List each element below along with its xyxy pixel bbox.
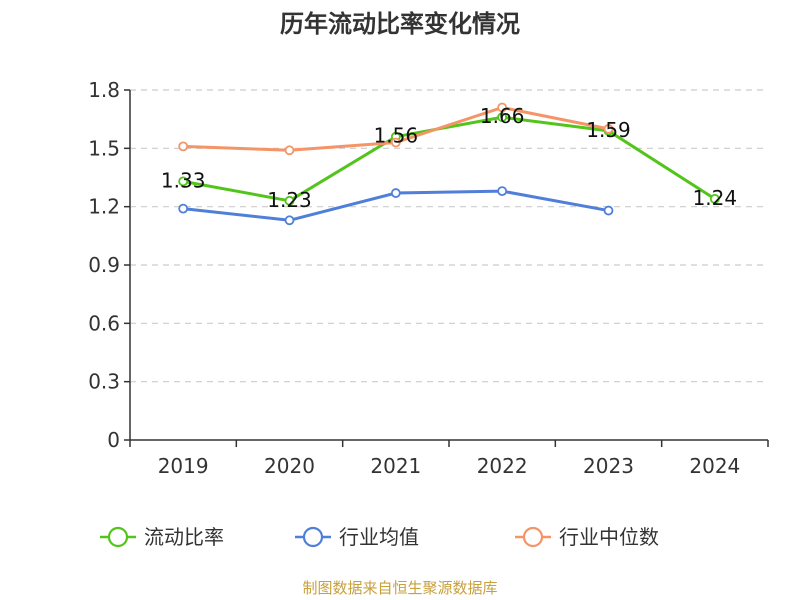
data-labels: 1.33 1.23 1.56 1.66 1.59 1.24 bbox=[161, 104, 737, 212]
legend-label: 行业中位数 bbox=[559, 525, 659, 549]
data-label: 1.66 bbox=[480, 104, 525, 128]
grid-lines bbox=[130, 89, 768, 383]
x-tick-label: 2020 bbox=[264, 454, 315, 478]
y-tick-label: 1.5 bbox=[88, 136, 120, 160]
legend-label: 流动比率 bbox=[144, 525, 224, 549]
y-tick-label: 0.9 bbox=[88, 253, 120, 277]
axes: 0 0.3 0.6 0.9 1.2 1.5 1.8 2019 2020 2021 2022 2023 2… bbox=[88, 78, 769, 478]
data-point bbox=[497, 186, 508, 197]
data-point bbox=[603, 205, 614, 216]
chart-title: 历年流动比率变化情况 bbox=[280, 10, 520, 38]
x-tick-label: 2019 bbox=[158, 454, 209, 478]
data-point bbox=[709, 193, 720, 204]
data-label: 1.56 bbox=[374, 124, 419, 148]
x-tick-label: 2024 bbox=[689, 454, 740, 478]
data-label: 1.23 bbox=[267, 188, 312, 212]
data-point bbox=[284, 215, 295, 226]
y-tick-label: 1.8 bbox=[88, 78, 120, 102]
data-point bbox=[497, 112, 508, 123]
data-label: 1.24 bbox=[693, 186, 738, 210]
y-tick-label: 0.6 bbox=[88, 311, 120, 335]
data-point bbox=[603, 123, 614, 134]
x-tick-label: 2023 bbox=[583, 454, 634, 478]
data-point bbox=[390, 137, 401, 148]
legend-marker bbox=[522, 526, 544, 548]
source-note: 制图数据来自恒生聚源数据库 bbox=[302, 579, 497, 597]
x-tick-label: 2022 bbox=[477, 454, 528, 478]
legend-marker bbox=[302, 526, 324, 548]
y-tick-label: 0 bbox=[107, 428, 120, 452]
data-point bbox=[178, 141, 189, 152]
data-point bbox=[284, 195, 295, 206]
data-point bbox=[497, 102, 508, 113]
y-tick-label: 1.2 bbox=[88, 195, 120, 219]
legend-marker bbox=[107, 526, 129, 548]
series-lines bbox=[178, 102, 720, 226]
y-tick-label: 0.3 bbox=[88, 370, 120, 394]
legend-label: 行业均值 bbox=[339, 525, 419, 549]
series-line bbox=[182, 115, 716, 203]
data-label: 1.33 bbox=[161, 168, 206, 192]
data-point bbox=[284, 145, 295, 156]
legend: 流动比率 行业均值 行业中位数 bbox=[100, 525, 659, 549]
data-point bbox=[178, 176, 189, 187]
data-point bbox=[390, 188, 401, 198]
data-label: 1.59 bbox=[586, 118, 631, 142]
x-tick-label: 2021 bbox=[370, 454, 421, 478]
data-point bbox=[178, 203, 189, 214]
